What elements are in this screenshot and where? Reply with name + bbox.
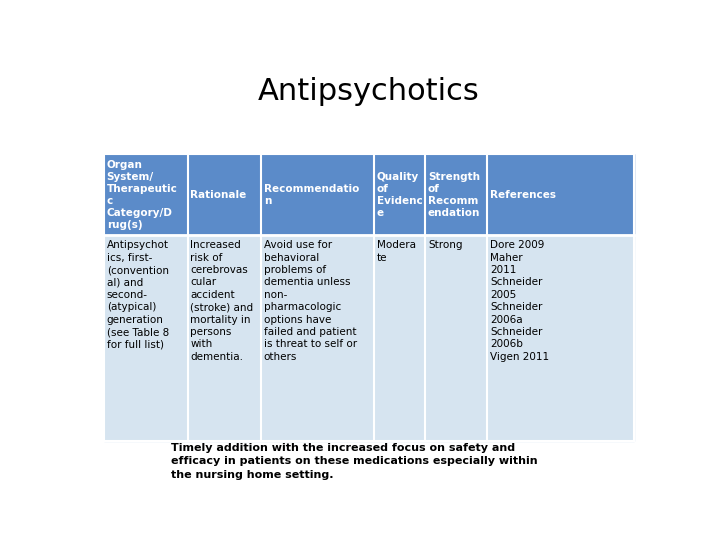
Text: Avoid use for
behavioral
problems of
dementia unless
non-
pharmacologic
options : Avoid use for behavioral problems of dem…	[264, 240, 357, 362]
Text: Timely addition with the increased focus on safety and
efficacy in patients on t: Timely addition with the increased focus…	[171, 443, 538, 480]
Bar	[104, 235, 634, 441]
Text: Organ
System/
Therapeutic
c
Category/D
rug(s): Organ System/ Therapeutic c Category/D r…	[107, 160, 178, 230]
Text: Increased
risk of
cerebrovas
cular
accident
(stroke) and
mortality in
persons
wi: Increased risk of cerebrovas cular accid…	[191, 240, 253, 362]
Text: References: References	[490, 190, 556, 200]
Text: Dore 2009
Maher
2011
Schneider
2005
Schneider
2006a
Schneider
2006b
Vigen 2011: Dore 2009 Maher 2011 Schneider 2005 Schn…	[490, 240, 549, 362]
Text: Antipsychot
ics, first-
(convention
al) and
second-
(atypical)
generation
(see T: Antipsychot ics, first- (convention al) …	[107, 240, 169, 349]
Text: Strong: Strong	[428, 240, 462, 250]
Text: Antipsychotics: Antipsychotics	[258, 77, 480, 106]
Text: Recommendatio
n: Recommendatio n	[264, 184, 359, 206]
Text: Strength
of
Recomm
endation: Strength of Recomm endation	[428, 172, 480, 218]
Text: Modera
te: Modera te	[377, 240, 415, 262]
Text: Rationale: Rationale	[191, 190, 247, 200]
Text: Quality
of
Evidenc
e: Quality of Evidenc e	[377, 172, 423, 218]
Bar	[104, 154, 634, 235]
